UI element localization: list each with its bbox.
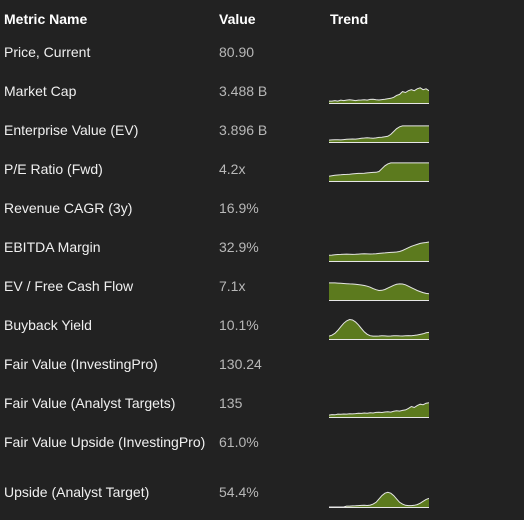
trend-sparkline xyxy=(329,160,429,184)
sparkline-chart xyxy=(329,491,429,508)
metric-value: 130.24 xyxy=(219,356,262,372)
sparkline-chart xyxy=(329,125,429,143)
table-row[interactable]: Upside (Analyst Target) 54.4% xyxy=(0,481,524,520)
metric-value: 4.2x xyxy=(219,161,246,177)
sparkline-area xyxy=(329,162,429,182)
header-metric-name[interactable]: Metric Name xyxy=(4,11,88,27)
table-header: Metric Name Value Trend xyxy=(0,10,524,30)
table-row[interactable]: Buyback Yield 10.1% xyxy=(0,314,524,353)
metric-name: EV / Free Cash Flow xyxy=(4,278,134,294)
trend-sparkline xyxy=(329,82,429,106)
sparkline-line xyxy=(329,318,429,337)
sparkline-area xyxy=(329,492,429,508)
table-row[interactable]: P/E Ratio (Fwd) 4.2x xyxy=(0,158,524,197)
metric-value: 135 xyxy=(219,395,243,411)
metric-name: Upside (Analyst Target) xyxy=(4,484,150,500)
sparkline-area xyxy=(329,282,429,301)
sparkline-area xyxy=(329,402,429,418)
trend-sparkline xyxy=(329,318,429,342)
sparkline-chart xyxy=(329,402,429,418)
trend-sparkline xyxy=(329,240,429,264)
trend-sparkline xyxy=(329,486,429,510)
sparkline-chart xyxy=(329,282,429,301)
sparkline-line xyxy=(329,491,429,508)
header-trend[interactable]: Trend xyxy=(330,11,369,27)
table-row[interactable]: EV / Free Cash Flow 7.1x xyxy=(0,275,524,314)
table-row[interactable]: EBITDA Margin 32.9% xyxy=(0,236,524,275)
metric-name: Enterprise Value (EV) xyxy=(4,122,139,138)
sparkline-chart xyxy=(329,241,429,262)
sparkline-line xyxy=(329,402,429,416)
metric-name: P/E Ratio (Fwd) xyxy=(4,161,103,177)
table-row[interactable]: Fair Value (InvestingPro) 130.24 xyxy=(0,353,524,392)
header-value[interactable]: Value xyxy=(219,11,256,27)
table-row[interactable]: Price, Current 80.90 xyxy=(0,41,524,80)
metric-name: Market Cap xyxy=(4,83,77,99)
metric-value: 7.1x xyxy=(219,278,246,294)
sparkline-chart xyxy=(329,87,429,104)
metric-name: Price, Current xyxy=(4,44,91,60)
sparkline-area xyxy=(329,125,429,143)
sparkline-line xyxy=(329,162,429,177)
table-row[interactable]: Fair Value (Analyst Targets) 135 xyxy=(0,392,524,431)
sparkline-line xyxy=(329,241,429,256)
metric-name: Buyback Yield xyxy=(4,317,92,333)
metric-value: 3.488 B xyxy=(219,83,268,99)
sparkline-line xyxy=(329,282,429,295)
sparkline-area xyxy=(329,87,429,104)
table-row[interactable]: Revenue CAGR (3y) 16.9% xyxy=(0,197,524,236)
metric-value: 16.9% xyxy=(219,200,259,216)
metric-value: 3.896 B xyxy=(219,122,268,138)
sparkline-line xyxy=(329,125,429,141)
table-row[interactable]: Fair Value Upside (InvestingPro) 61.0% xyxy=(0,431,524,470)
trend-sparkline xyxy=(329,279,429,303)
metric-name: Fair Value (InvestingPro) xyxy=(4,356,158,372)
metric-value: 32.9% xyxy=(219,239,259,255)
metric-value: 54.4% xyxy=(219,484,259,500)
trend-sparkline xyxy=(329,396,429,420)
metric-name: Revenue CAGR (3y) xyxy=(4,200,133,216)
sparkline-chart xyxy=(329,318,429,340)
sparkline-area xyxy=(329,319,429,340)
table-row[interactable]: Market Cap 3.488 B xyxy=(0,80,524,119)
metric-value: 80.90 xyxy=(219,44,255,60)
metric-name: EBITDA Margin xyxy=(4,239,101,255)
table-row[interactable]: Enterprise Value (EV) 3.896 B xyxy=(0,119,524,158)
metric-value: 61.0% xyxy=(219,434,259,450)
sparkline-line xyxy=(329,87,429,102)
metric-name: Fair Value (Analyst Targets) xyxy=(4,395,176,411)
sparkline-area xyxy=(329,242,429,262)
metric-value: 10.1% xyxy=(219,317,259,333)
metric-name: Fair Value Upside (InvestingPro) xyxy=(4,434,206,450)
sparkline-chart xyxy=(329,162,429,182)
trend-sparkline xyxy=(329,121,429,145)
